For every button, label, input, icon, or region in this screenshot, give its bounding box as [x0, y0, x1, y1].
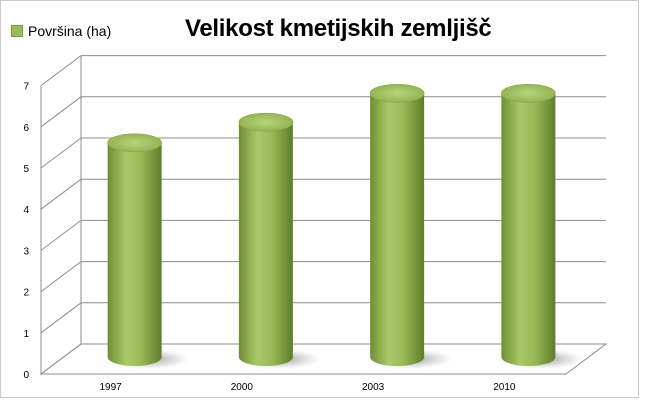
bar	[238, 112, 321, 369]
grid-layer	[39, 55, 608, 375]
y-tick-label: 7	[23, 82, 29, 93]
y-tick-label: 4	[23, 205, 29, 216]
bar	[107, 133, 190, 369]
bar	[369, 84, 452, 369]
legend: Površina (ha)	[11, 23, 111, 39]
gridline-side	[40, 219, 82, 251]
bar-body	[501, 93, 556, 366]
bar	[501, 84, 583, 369]
y-tick-label: 5	[23, 164, 29, 175]
chart-title: Velikost kmetijskih zemljišč	[185, 15, 492, 42]
bar-body	[107, 142, 162, 366]
x-tick-label: 2010	[493, 382, 516, 393]
y-tick-label: 2	[23, 288, 29, 299]
x-tick-label: 2000	[231, 382, 254, 393]
gridline-side	[40, 178, 82, 210]
x-tick-label: 2003	[362, 382, 385, 393]
gridline-side	[40, 302, 82, 334]
legend-label: Površina (ha)	[28, 23, 112, 39]
bar-top	[369, 84, 425, 103]
y-tick-label: 0	[23, 370, 29, 381]
bar-top	[501, 84, 556, 103]
bar-body	[238, 122, 293, 366]
legend-swatch	[11, 25, 23, 37]
labels-layer: 0 1 2 3 4 5 6 7 1997 2000 2003 2010	[23, 82, 515, 393]
y-tick-label: 1	[23, 329, 29, 340]
chart-frame: Površina (ha) Velikost kmetijskih zemlji…	[0, 0, 639, 398]
x-tick-label: 1997	[100, 382, 123, 393]
bar-top	[238, 112, 294, 132]
gridline-side	[40, 55, 82, 86]
gridline-side	[40, 137, 82, 169]
bar-top	[107, 133, 162, 153]
gridline-side	[40, 261, 82, 293]
bars-layer	[107, 84, 583, 369]
gridline-side	[40, 343, 82, 375]
y-tick-label: 3	[23, 246, 29, 257]
gridline-side	[40, 96, 82, 128]
y-tick-label: 6	[23, 123, 29, 134]
bar-body	[370, 93, 425, 366]
